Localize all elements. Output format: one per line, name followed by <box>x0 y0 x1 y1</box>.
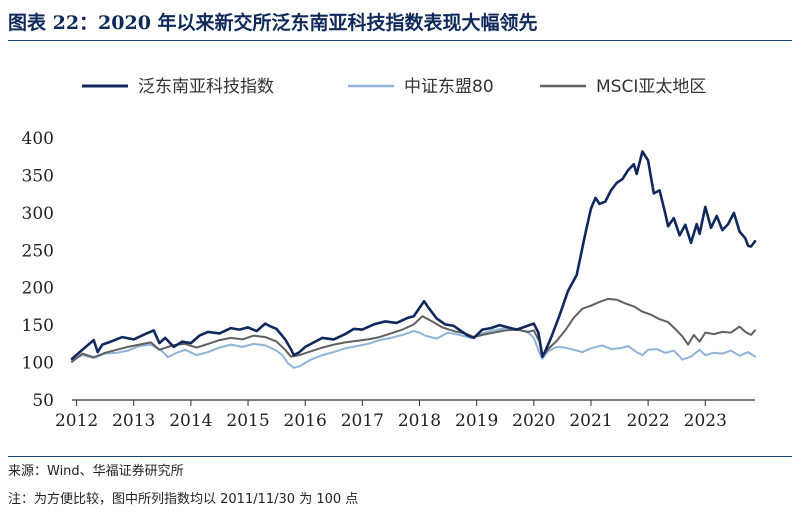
legend-label: 中证东盟80 <box>404 77 494 97</box>
y-tick-label: 350 <box>22 166 54 186</box>
x-tick-label: 2014 <box>169 411 212 431</box>
series-line-1 <box>71 327 756 369</box>
y-tick-label: 250 <box>22 241 54 261</box>
legend-label: 泛东南亚科技指数 <box>138 77 274 97</box>
x-tick-label: 2013 <box>112 411 155 431</box>
y-tick-label: 400 <box>22 129 54 149</box>
footnote: 注：为方便比较，图中所列指数均以 2011/11/30 为 100 点 <box>8 492 359 507</box>
x-tick-label: 2016 <box>284 411 327 431</box>
x-tick-label: 2015 <box>226 411 269 431</box>
plot-area: 2012 2013 2014 2015 2016 2017 2018 2019 2020 2021… <box>22 129 757 431</box>
y-tick-label: 50 <box>32 391 54 411</box>
source-note: 来源：Wind、华福证券研究所 <box>8 464 184 479</box>
x-tick-label: 2022 <box>626 411 669 431</box>
x-tick-label: 2023 <box>684 411 727 431</box>
top-divider <box>8 40 792 41</box>
legend-label: MSCI亚太地区 <box>596 77 706 97</box>
x-tick-label: 2017 <box>341 411 384 431</box>
y-tick-label: 300 <box>22 204 54 224</box>
bottom-divider <box>8 456 792 457</box>
x-tick-label: 2020 <box>512 411 555 431</box>
y-tick-label: 150 <box>22 316 54 336</box>
legend: 泛东南亚科技指数 中证东盟80 MSCI亚太地区 <box>82 77 706 97</box>
y-tick-label: 200 <box>22 279 54 299</box>
x-tick-label: 2018 <box>398 411 441 431</box>
x-tick-label: 2021 <box>569 411 612 431</box>
series-lines <box>70 150 757 369</box>
y-tick-label: 100 <box>22 354 54 374</box>
x-axis-ticks: 2012 2013 2014 2015 2016 2017 2018 2019 2020 2021… <box>55 400 727 431</box>
series-line-0 <box>70 150 757 361</box>
chart-title: 图表 22：2020 年以来新交所泛东南亚科技指数表现大幅领先 <box>8 12 538 34</box>
x-tick-label: 2012 <box>55 411 98 431</box>
x-tick-label: 2019 <box>455 411 498 431</box>
y-axis-ticks: 50 100 150 200 250 300 350 400 <box>22 129 54 411</box>
